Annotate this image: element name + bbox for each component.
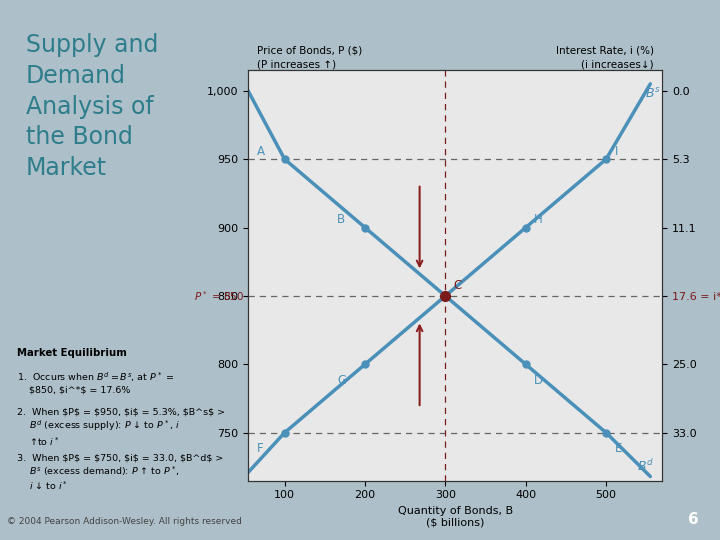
Text: (P increases ↑): (P increases ↑)	[256, 60, 336, 70]
Text: $P^*$ = 850: $P^*$ = 850	[194, 289, 244, 303]
Text: Market Equilibrium: Market Equilibrium	[17, 348, 127, 358]
X-axis label: Quantity of Bonds, B
($ billions): Quantity of Bonds, B ($ billions)	[398, 506, 513, 528]
Text: I: I	[614, 145, 618, 158]
Text: B: B	[337, 213, 346, 226]
Text: 3.  When $P$ = $750, $i$ = 33.0, $B^d$ >
    $B^s$ (excess demand): $P$ ↑ to $P^: 3. When $P$ = $750, $i$ = 33.0, $B^d$ > …	[17, 453, 223, 492]
Text: 6: 6	[688, 512, 698, 527]
Text: G: G	[337, 374, 346, 387]
Text: $B^d$: $B^d$	[636, 458, 654, 474]
Text: D: D	[534, 374, 543, 387]
Text: A: A	[257, 145, 265, 158]
Text: F: F	[257, 442, 264, 455]
Text: H: H	[534, 213, 543, 226]
Text: E: E	[614, 442, 622, 455]
Text: $B^s$: $B^s$	[644, 86, 660, 100]
Text: (i increases↓): (i increases↓)	[582, 60, 654, 70]
Text: C: C	[454, 279, 462, 292]
Text: Supply and
Demand
Analysis of
the Bond
Market: Supply and Demand Analysis of the Bond M…	[26, 33, 158, 180]
Text: 2.  When $P$ = $950, $i$ = 5.3%, $B^s$ >
    $B^d$ (excess supply): $P$ ↓ to $P^: 2. When $P$ = $950, $i$ = 5.3%, $B^s$ > …	[17, 408, 225, 448]
Text: © 2004 Pearson Addison-Wesley. All rights reserved: © 2004 Pearson Addison-Wesley. All right…	[7, 517, 242, 526]
Text: 1.  Occurs when $B^d = B^s$, at $P^*$ =
    $850, $i^*$ = 17.6%: 1. Occurs when $B^d = B^s$, at $P^*$ = $…	[17, 370, 174, 394]
Text: Price of Bonds, P ($): Price of Bonds, P ($)	[256, 46, 362, 56]
Text: Interest Rate, i (%): Interest Rate, i (%)	[556, 46, 654, 56]
